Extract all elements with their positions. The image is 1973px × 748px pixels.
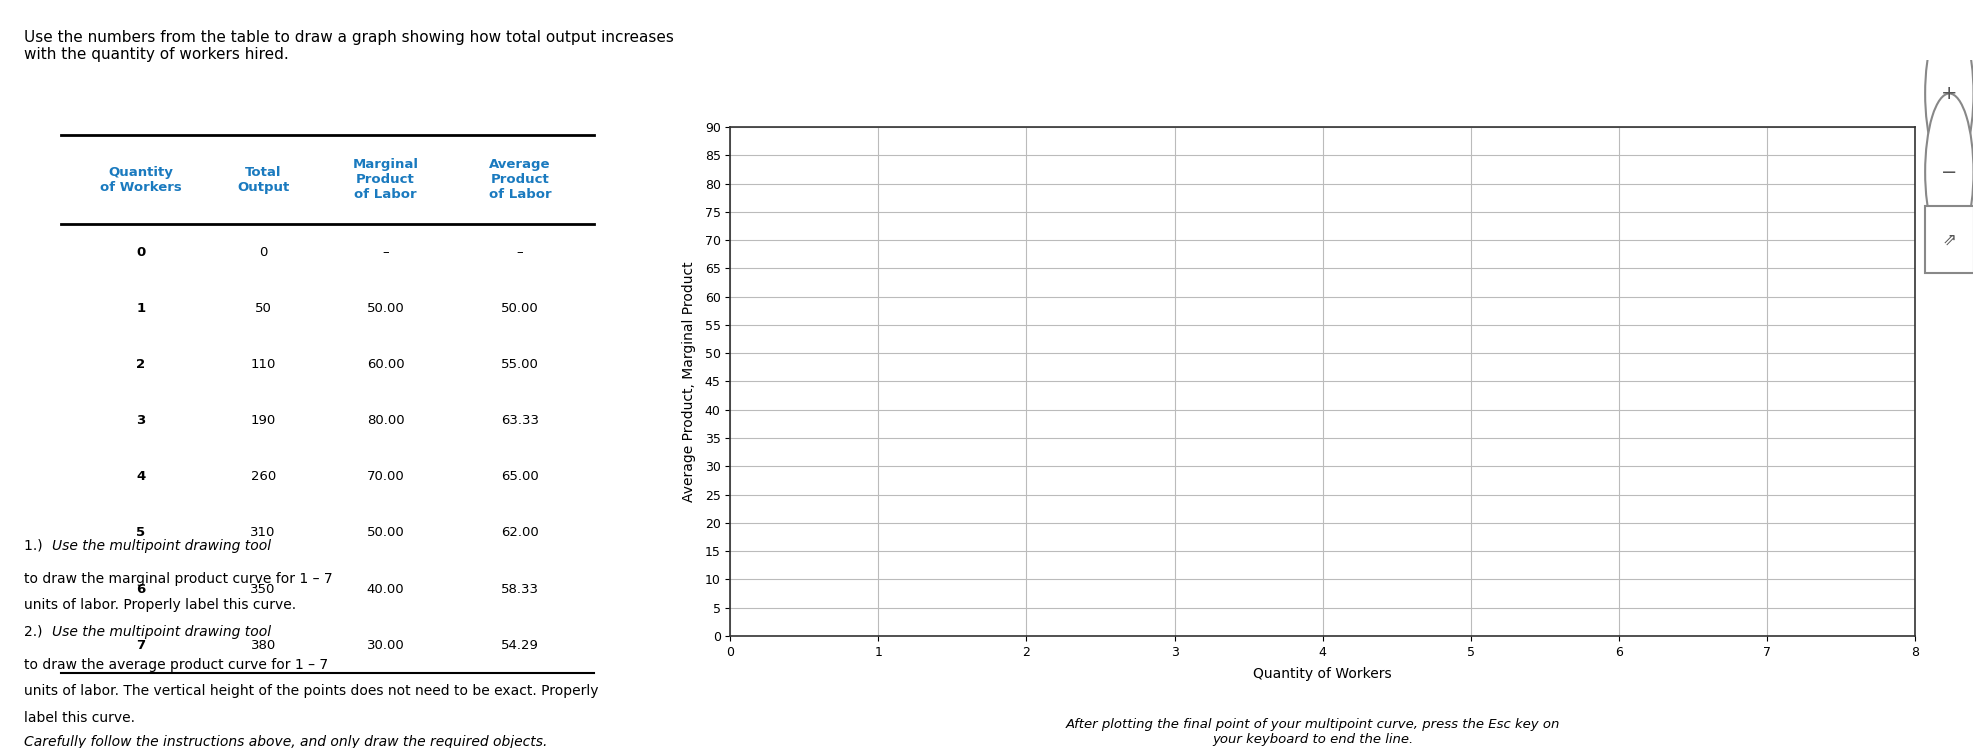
Text: Total
Output: Total Output xyxy=(237,165,290,194)
Text: 65.00: 65.00 xyxy=(501,470,539,483)
Text: 1.): 1.) xyxy=(24,539,47,553)
Text: 6: 6 xyxy=(136,583,146,595)
Text: 60.00: 60.00 xyxy=(367,358,404,371)
Text: 4: 4 xyxy=(136,470,146,483)
Text: 54.29: 54.29 xyxy=(501,639,539,652)
Text: units of labor. Properly label this curve.: units of labor. Properly label this curv… xyxy=(24,598,296,613)
Text: 7: 7 xyxy=(136,639,146,652)
Text: 70.00: 70.00 xyxy=(367,470,404,483)
Text: Average
Product
of Labor: Average Product of Labor xyxy=(489,158,550,201)
Text: 2: 2 xyxy=(136,358,146,371)
Text: −: − xyxy=(1939,162,1957,182)
Text: Quantity
of Workers: Quantity of Workers xyxy=(101,165,182,194)
Text: to draw the average product curve for 1 – 7: to draw the average product curve for 1 … xyxy=(24,658,328,672)
Text: 55.00: 55.00 xyxy=(501,358,539,371)
Text: 62.00: 62.00 xyxy=(501,527,539,539)
Text: 380: 380 xyxy=(251,639,276,652)
Text: Carefully follow the instructions above, and only draw the required objects.: Carefully follow the instructions above,… xyxy=(24,735,548,748)
Text: After plotting the final point of your multipoint curve, press the Esc key on
yo: After plotting the final point of your m… xyxy=(1065,718,1559,746)
Text: Use the multipoint drawing tool: Use the multipoint drawing tool xyxy=(51,539,270,553)
Text: 110: 110 xyxy=(251,358,276,371)
Text: 63.33: 63.33 xyxy=(501,414,539,427)
Text: 310: 310 xyxy=(251,527,276,539)
Text: 1: 1 xyxy=(136,302,146,315)
Text: Use the multipoint drawing tool: Use the multipoint drawing tool xyxy=(51,625,270,639)
Text: units of labor. The vertical height of the points does not need to be exact. Pro: units of labor. The vertical height of t… xyxy=(24,684,598,699)
Text: 30.00: 30.00 xyxy=(367,639,404,652)
Text: 5: 5 xyxy=(136,527,146,539)
Text: 2.): 2.) xyxy=(24,625,47,639)
Text: 80.00: 80.00 xyxy=(367,414,404,427)
Text: 0: 0 xyxy=(136,246,146,259)
Text: 260: 260 xyxy=(251,470,276,483)
Y-axis label: Average Product, Marginal Product: Average Product, Marginal Product xyxy=(683,261,696,502)
Text: Use the numbers from the table to draw a graph showing how total output increase: Use the numbers from the table to draw a… xyxy=(24,30,675,62)
Text: 350: 350 xyxy=(251,583,276,595)
Text: ⇗: ⇗ xyxy=(1941,230,1955,248)
X-axis label: Quantity of Workers: Quantity of Workers xyxy=(1253,667,1391,681)
Text: 50.00: 50.00 xyxy=(367,527,404,539)
Text: 190: 190 xyxy=(251,414,276,427)
Text: 50.00: 50.00 xyxy=(367,302,404,315)
Text: 50: 50 xyxy=(255,302,272,315)
Circle shape xyxy=(1924,94,1973,251)
Text: –: – xyxy=(383,246,389,259)
Text: 50.00: 50.00 xyxy=(501,302,539,315)
Text: 3: 3 xyxy=(136,414,146,427)
FancyBboxPatch shape xyxy=(1924,206,1973,273)
Text: –: – xyxy=(517,246,523,259)
Text: 0: 0 xyxy=(258,246,266,259)
Text: to draw the marginal product curve for 1 – 7: to draw the marginal product curve for 1… xyxy=(24,572,333,586)
Text: +: + xyxy=(1939,84,1957,103)
Text: 58.33: 58.33 xyxy=(501,583,539,595)
Text: Marginal
Product
of Labor: Marginal Product of Labor xyxy=(353,158,418,201)
Text: label this curve.: label this curve. xyxy=(24,711,136,725)
Circle shape xyxy=(1924,15,1973,172)
Text: 40.00: 40.00 xyxy=(367,583,404,595)
